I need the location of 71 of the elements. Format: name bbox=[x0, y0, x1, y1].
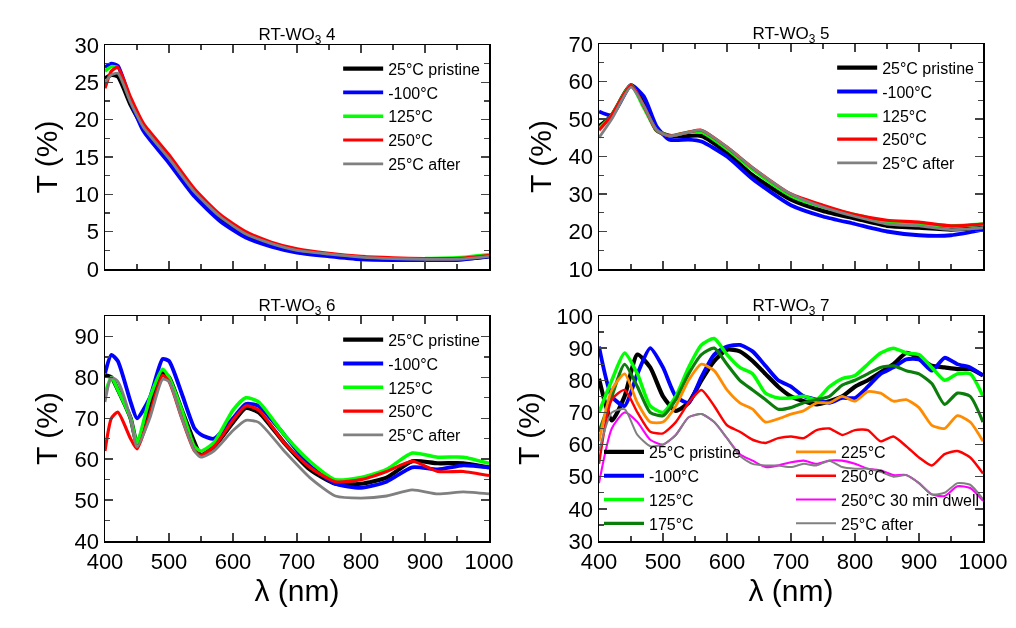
x-tick-label: 1000 bbox=[958, 548, 1008, 574]
y-tick-label: 0 bbox=[86, 256, 100, 282]
legend-label: -100°C bbox=[388, 84, 439, 102]
legend-label: -100°C bbox=[882, 83, 933, 101]
legend-label: 250°C bbox=[388, 403, 433, 421]
y-tick-label: 60 bbox=[568, 432, 594, 458]
legend-label: 25°C pristine bbox=[649, 444, 741, 462]
legend-label: 225°C bbox=[841, 444, 886, 462]
legend-label: 125°C bbox=[649, 491, 694, 509]
y-tick-label: 10 bbox=[74, 182, 100, 208]
legend-label: -100°C bbox=[388, 355, 439, 373]
x-tick-label: 700 bbox=[278, 548, 316, 574]
y-tick-label: 20 bbox=[74, 107, 100, 133]
y-tick-label: 15 bbox=[74, 144, 100, 170]
x-tick-label: 1000 bbox=[464, 548, 514, 574]
y-tick-label: 40 bbox=[568, 144, 594, 170]
y-tick-label: 40 bbox=[568, 496, 594, 522]
y-tick-label: 90 bbox=[568, 335, 594, 361]
y-axis-title: T (%) bbox=[511, 392, 545, 465]
legend-label: 25°C after bbox=[841, 515, 914, 533]
legend-label: 25°C after bbox=[388, 427, 462, 445]
legend-label: 125°C bbox=[388, 108, 433, 126]
legend-label: 25°C pristine bbox=[882, 59, 975, 77]
y-tick-label: 80 bbox=[74, 365, 100, 391]
y-tick-label: 25 bbox=[74, 70, 100, 96]
legend-label: 250°C bbox=[388, 132, 433, 150]
y-tick-label: 80 bbox=[568, 367, 594, 393]
y-tick-label: 100 bbox=[556, 303, 594, 329]
y-tick-label: 60 bbox=[568, 69, 594, 95]
y-tick-label: 30 bbox=[74, 32, 100, 58]
y-tick-label: 70 bbox=[568, 400, 594, 426]
x-tick-label: 600 bbox=[708, 548, 746, 574]
y-tick-label: 60 bbox=[74, 446, 100, 472]
y-tick-label: 70 bbox=[74, 405, 100, 431]
legend-label: 25°C pristine bbox=[388, 331, 481, 349]
y-axis-title: T (%) bbox=[29, 392, 63, 465]
x-axis-title: λ (nm) bbox=[748, 573, 834, 607]
x-tick-label: 700 bbox=[772, 548, 810, 574]
y-tick-label: 50 bbox=[568, 106, 594, 132]
y-tick-label: 5 bbox=[86, 219, 100, 245]
x-tick-label: 800 bbox=[342, 548, 380, 574]
y-tick-label: 90 bbox=[74, 324, 100, 350]
x-tick-label: 900 bbox=[900, 548, 938, 574]
y-tick-label: 10 bbox=[568, 256, 594, 282]
y-tick-label: 50 bbox=[74, 487, 100, 513]
chart-title: RT-WO$_{3}$ 7 bbox=[752, 296, 830, 318]
legend-label: 25°C after bbox=[388, 156, 462, 174]
x-tick-label: 600 bbox=[214, 548, 252, 574]
x-tick-label: 900 bbox=[406, 548, 444, 574]
x-tick-label: 500 bbox=[644, 548, 682, 574]
y-axis-title: T (%) bbox=[523, 120, 557, 193]
y-axis-title: T (%) bbox=[29, 120, 63, 194]
legend-label: 250°C bbox=[882, 131, 927, 149]
legend-label: 25°C pristine bbox=[388, 60, 481, 78]
x-tick-label: 800 bbox=[836, 548, 874, 574]
chart-title: RT-WO$_{3}$ 5 bbox=[752, 24, 830, 46]
legend-label: 175°C bbox=[649, 515, 694, 533]
legend-label: 125°C bbox=[882, 107, 927, 125]
chart-title: RT-WO$_{3}$ 4 bbox=[258, 25, 336, 47]
x-tick-label: 500 bbox=[150, 548, 188, 574]
legend-label: -100°C bbox=[649, 467, 699, 485]
legend-label: 250°C 30 min dwell bbox=[841, 491, 980, 509]
legend-label: 25°C after bbox=[882, 155, 956, 173]
y-tick-label: 20 bbox=[568, 219, 594, 245]
x-axis-title: λ (nm) bbox=[254, 573, 340, 607]
y-tick-label: 30 bbox=[568, 181, 594, 207]
chart-title: RT-WO$_{3}$ 6 bbox=[258, 296, 336, 318]
legend-label: 125°C bbox=[388, 379, 433, 397]
legend-label: 250°C bbox=[841, 467, 886, 485]
y-tick-label: 50 bbox=[568, 464, 594, 490]
y-tick-label: 70 bbox=[568, 31, 594, 57]
